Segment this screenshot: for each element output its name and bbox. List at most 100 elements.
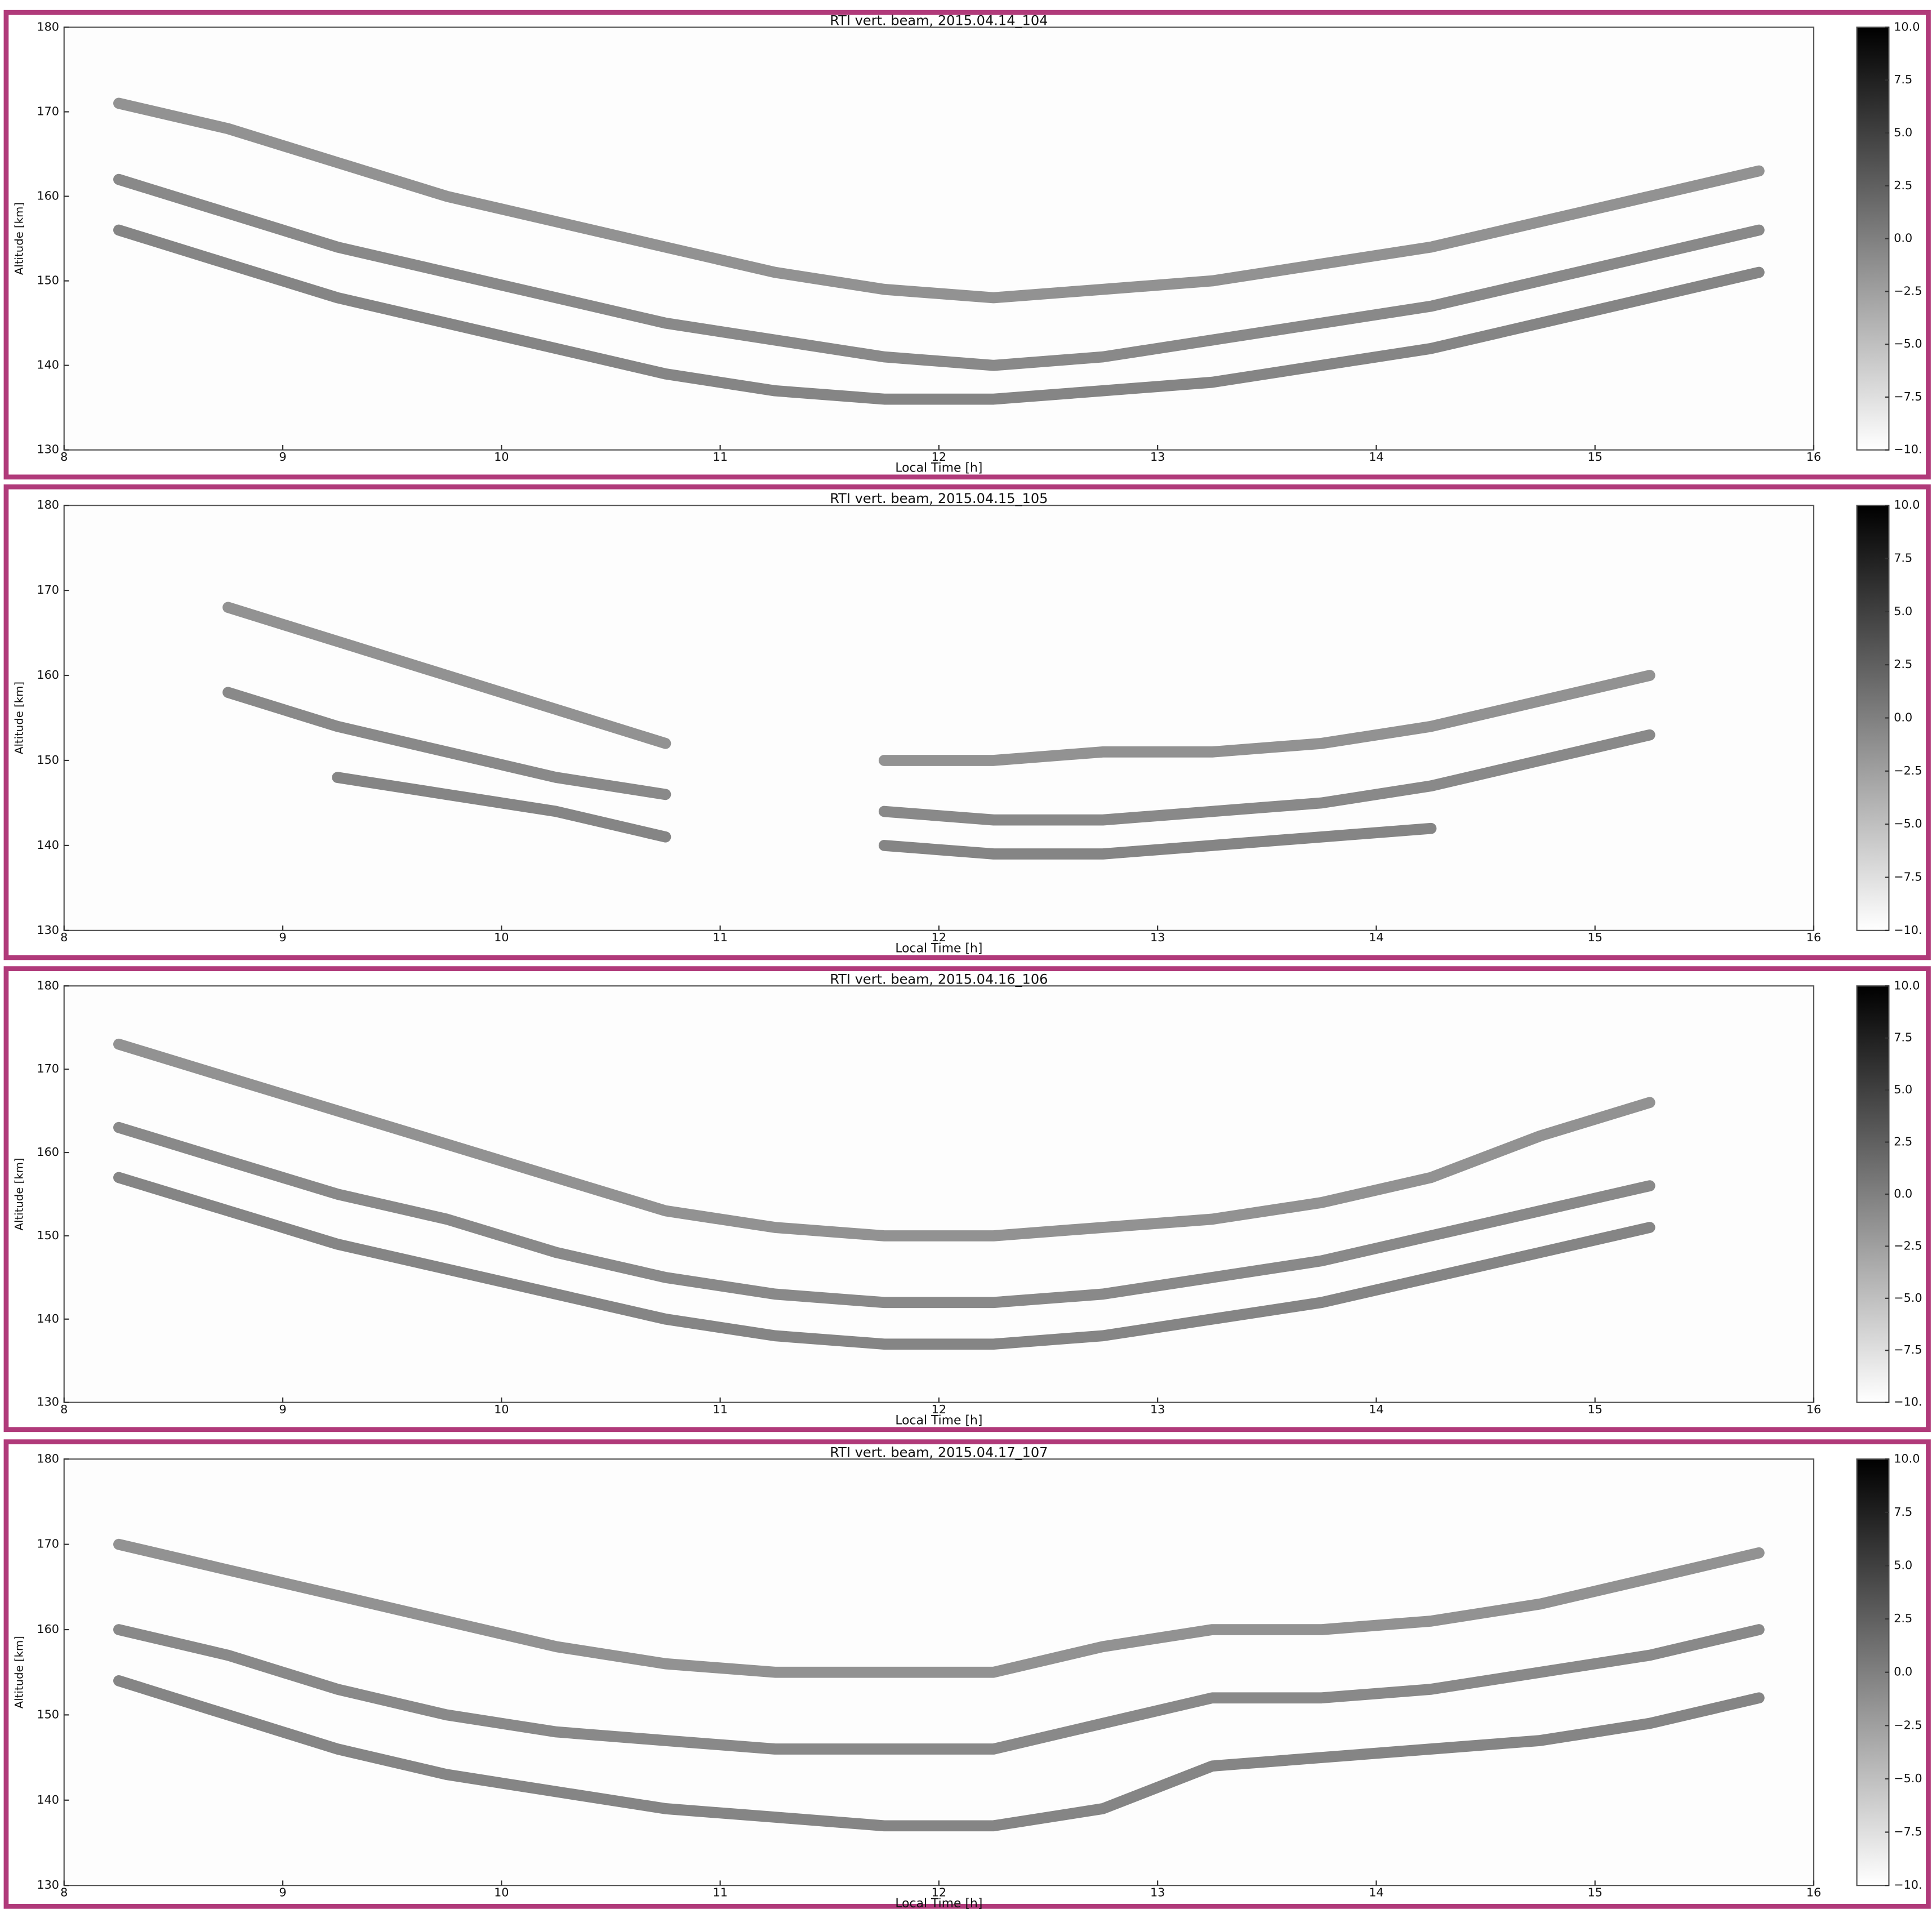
echo-layer [113,173,1765,371]
colorbar-tick-label: 10.0 [1894,20,1920,33]
colorbar-tick-label: −5.0 [1894,337,1922,350]
echo-layer [113,1538,1765,1678]
echo-layer [113,1172,1655,1350]
colorbar [1856,26,1890,451]
y-tick-label: 130 [37,1878,59,1892]
colorbar-tick-label: 5.0 [1894,126,1912,139]
x-tick-label: 13 [1150,1885,1165,1899]
y-tick-label: 180 [37,20,59,33]
x-tick-label: 13 [1150,1403,1165,1416]
colorbar-tick-label: 7.5 [1894,1031,1912,1044]
y-tick-label: 180 [37,978,59,992]
x-tick-label: 14 [1369,931,1383,944]
x-tick-label: 10 [494,450,509,464]
colorbar-tick-label: −10. [1894,923,1922,937]
chart-title: RTI vert. beam, 2015.04.14_104 [830,12,1048,28]
x-tick-label: 9 [279,1403,286,1416]
colorbar-tick-label: −7.5 [1894,390,1922,403]
y-tick-label: 140 [37,838,59,852]
colorbar-tick-label: 0.0 [1894,1187,1912,1200]
x-tick-label: 8 [60,1885,68,1899]
x-axis-label: Local Time [h] [895,461,982,475]
echo-layer [113,1038,1655,1241]
x-tick-label: 15 [1588,931,1602,944]
x-tick-label: 9 [279,931,286,944]
x-tick-label: 13 [1150,450,1165,464]
panel-frame [3,966,1931,1432]
colorbar-tick-label: 10.0 [1894,978,1920,992]
colorbar-tick-label: −10. [1894,1878,1922,1892]
colorbar-tick-label: 7.5 [1894,73,1912,86]
y-tick-label: 160 [37,668,59,682]
plot-area [63,26,1815,451]
x-tick-label: 14 [1369,1403,1383,1416]
echo-layer [222,687,1655,826]
colorbar-tick-label: 7.5 [1894,1505,1912,1519]
y-axis-label: Altitude [km] [12,682,25,754]
x-tick-label: 11 [713,931,727,944]
panel-frame [3,484,1931,960]
echo-layer [332,772,1437,860]
x-tick-label: 10 [494,931,509,944]
x-tick-label: 14 [1369,450,1383,464]
colorbar-tick-label: 2.5 [1894,179,1912,192]
echo-layer [113,97,1765,304]
echo-layer [222,602,1655,766]
y-axis-label: Altitude [km] [13,1636,26,1708]
colorbar-tick-label: 0.0 [1894,1665,1912,1679]
x-tick-label: 16 [1806,1885,1821,1899]
x-tick-label: 14 [1369,1885,1383,1899]
colorbar-tick-label: 10.0 [1894,1452,1920,1465]
x-tick-label: 9 [279,450,286,464]
colorbar-tick-label: 2.5 [1894,657,1912,671]
chart-title: RTI vert. beam, 2015.04.17_107 [830,1444,1048,1460]
x-tick-label: 16 [1806,1403,1821,1416]
colorbar-tick-label: −10. [1894,443,1922,456]
x-tick-label: 15 [1588,1885,1602,1899]
y-axis-label: Altitude [km] [12,1158,25,1230]
y-tick-label: 170 [37,104,59,118]
y-tick-label: 150 [37,1229,59,1242]
echo-layer [113,1675,1765,1832]
colorbar [1856,505,1890,931]
colorbar-tick-label: −2.5 [1894,764,1922,777]
y-tick-label: 160 [37,1145,59,1159]
panel-frame [3,10,1931,480]
colorbar-tick-label: −2.5 [1894,1239,1922,1252]
x-tick-label: 11 [713,1885,727,1899]
x-tick-label: 8 [60,931,68,944]
x-axis-label: Local Time [h] [895,942,982,956]
chart-title: RTI vert. beam, 2015.04.16_106 [830,971,1048,987]
x-tick-label: 16 [1806,450,1821,464]
colorbar-tick-label: 5.0 [1894,1083,1912,1096]
y-tick-label: 160 [37,1622,59,1636]
x-axis-label: Local Time [h] [895,1897,982,1909]
y-tick-label: 180 [37,498,59,511]
x-tick-label: 16 [1806,931,1821,944]
echo-layer [113,1122,1655,1309]
colorbar-tick-label: −7.5 [1894,870,1922,884]
x-tick-label: 13 [1150,931,1165,944]
colorbar-tick-label: −7.5 [1894,1825,1922,1839]
x-tick-label: 12 [932,931,946,944]
y-tick-label: 150 [37,1707,59,1721]
colorbar-tick-label: 0.0 [1894,711,1912,724]
colorbar-tick-label: 10.0 [1894,498,1920,511]
x-tick-label: 10 [494,1885,509,1899]
echo-layer [113,1624,1765,1755]
colorbar-tick-label: 0.0 [1894,232,1912,245]
y-tick-label: 130 [37,443,59,456]
colorbar-tick-label: −5.0 [1894,1772,1922,1785]
y-tick-label: 170 [37,1062,59,1075]
y-tick-label: 170 [37,1537,59,1551]
colorbar [1856,1458,1890,1886]
y-tick-label: 180 [37,1452,59,1465]
y-tick-label: 150 [37,274,59,287]
x-tick-label: 11 [713,450,727,464]
y-tick-label: 130 [37,1395,59,1409]
colorbar-tick-label: 2.5 [1894,1612,1912,1625]
y-tick-label: 150 [37,753,59,767]
x-tick-label: 9 [279,1885,286,1899]
echo-layer [113,224,1765,405]
